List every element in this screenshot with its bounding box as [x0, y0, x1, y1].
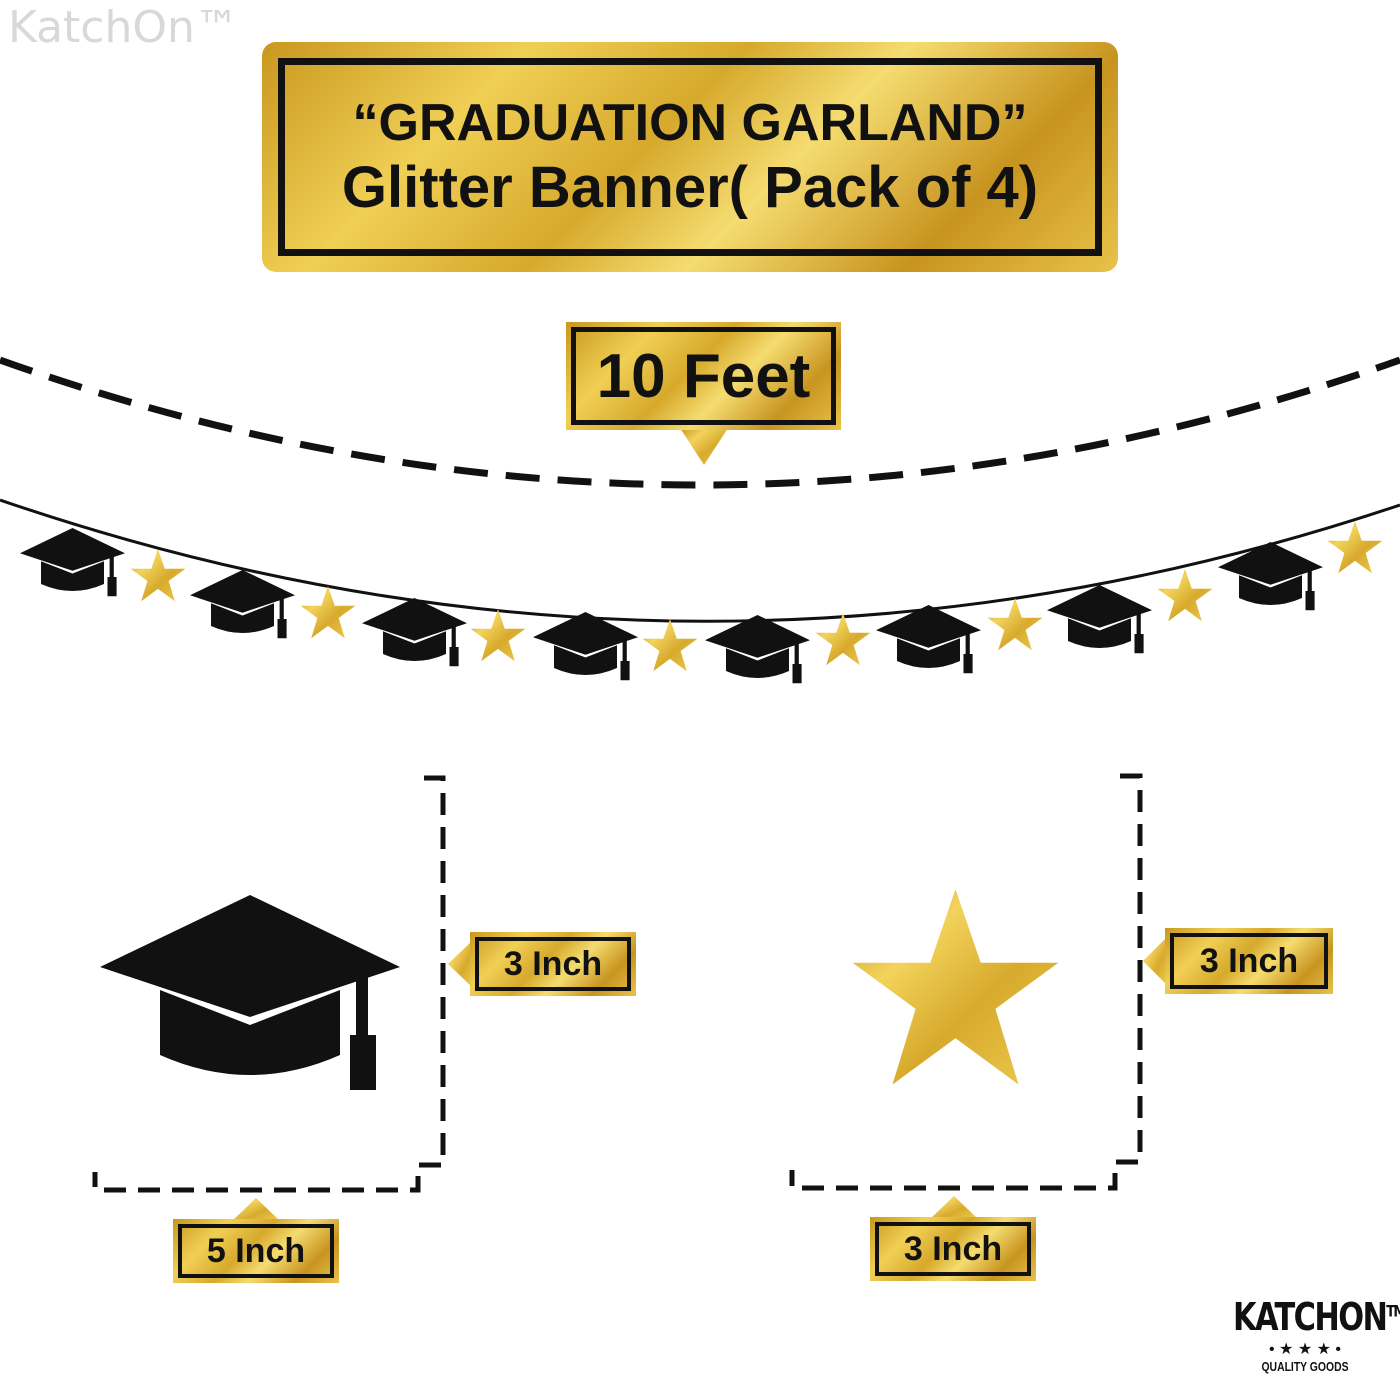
cap-height-label: 3 Inch	[470, 932, 636, 996]
cap-icon	[1218, 542, 1323, 611]
garland-string	[0, 498, 1400, 623]
large-cap-icon	[100, 895, 400, 1090]
length-label: 10 Feet	[566, 322, 841, 430]
garland-pieces	[20, 521, 1383, 684]
star-height-label: 3 Inch	[1165, 928, 1333, 994]
length-dashed-line	[0, 356, 1400, 489]
cap-icon	[1047, 585, 1152, 654]
star-icon	[470, 609, 526, 662]
cap-icon	[533, 612, 638, 681]
star-icon	[130, 549, 186, 602]
star-icon	[987, 598, 1043, 651]
cap-icon	[705, 615, 810, 684]
star-icon	[1157, 569, 1213, 622]
star-icon	[815, 613, 871, 666]
cap-icon	[190, 570, 295, 639]
star-icon	[642, 619, 698, 672]
brand-logo: KATCHONTM • ★ ★ ★ • QUALITY GOODS	[1233, 1295, 1400, 1374]
title-line-1: “GRADUATION GARLAND”	[352, 94, 1028, 152]
star-width-label: 3 Inch	[870, 1217, 1036, 1281]
title-line-2: Glitter Banner( Pack of 4)	[341, 155, 1039, 220]
cap-icon	[876, 605, 981, 674]
star-icon	[300, 586, 356, 639]
large-star-icon	[852, 889, 1059, 1085]
watermark: KatchOn™	[8, 2, 239, 53]
dimension-brackets	[92, 773, 1143, 1193]
cap-icon	[362, 598, 467, 667]
cap-icon	[20, 528, 125, 597]
cap-width-label: 5 Inch	[173, 1219, 339, 1283]
title-banner: “GRADUATION GARLAND” Glitter Banner( Pac…	[262, 42, 1118, 272]
star-icon	[1327, 521, 1383, 574]
